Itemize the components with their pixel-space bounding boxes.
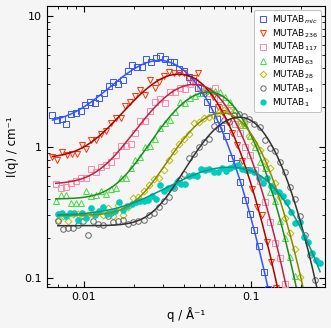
MUTAB$_{117}$ — [218, 97, 222, 101]
MUTAB$_{63}$ — [99, 190, 103, 194]
MUTAB$_{14}$ — [237, 112, 241, 115]
MUTAB$_{63}$ — [54, 199, 58, 203]
Line: MUTAB$_{117}$: MUTAB$_{117}$ — [53, 79, 323, 328]
MUTAB$_{28}$ — [262, 159, 266, 163]
MUTAB$_{14}$ — [126, 222, 130, 226]
MUTAB$_{117}$ — [54, 182, 58, 186]
MUTAB$_{1}$ — [310, 252, 314, 256]
MUTAB$_{28}$ — [222, 108, 226, 112]
MUTAB$_{1}$ — [134, 200, 138, 204]
Line: MUTAB$_{mic}$: MUTAB$_{mic}$ — [50, 53, 323, 328]
MUTAB$_{1}$ — [191, 173, 195, 177]
MUTAB$_{14}$ — [293, 197, 297, 201]
MUTAB$_{236}$ — [260, 213, 264, 217]
Line: MUTAB$_{14}$: MUTAB$_{14}$ — [55, 111, 323, 304]
MUTAB$_{28}$ — [293, 247, 297, 251]
MUTAB$_{63}$ — [218, 90, 222, 94]
MUTAB$_{63}$ — [208, 88, 212, 92]
MUTAB$_{1}$ — [166, 186, 170, 190]
MUTAB$_{mic}$ — [252, 228, 256, 232]
Line: MUTAB$_{28}$: MUTAB$_{28}$ — [55, 108, 322, 328]
X-axis label: q / Å⁻¹: q / Å⁻¹ — [167, 307, 205, 322]
MUTAB$_{63}$ — [154, 137, 158, 141]
MUTAB$_{mic}$ — [112, 80, 116, 84]
MUTAB$_{14}$ — [222, 118, 226, 122]
MUTAB$_{14}$ — [212, 124, 216, 128]
MUTAB$_{28}$ — [56, 218, 60, 222]
MUTAB$_{63}$ — [213, 89, 217, 93]
MUTAB$_{117}$ — [154, 100, 158, 104]
MUTAB$_{236}$ — [167, 70, 171, 74]
Line: MUTAB$_{63}$: MUTAB$_{63}$ — [53, 88, 323, 328]
MUTAB$_{28}$ — [212, 114, 216, 118]
MUTAB$_{236}$ — [55, 158, 59, 162]
MUTAB$_{1}$ — [56, 212, 60, 216]
MUTAB$_{1}$ — [236, 163, 240, 167]
Line: MUTAB$_{236}$: MUTAB$_{236}$ — [50, 70, 323, 328]
MUTAB$_{28}$ — [227, 108, 231, 112]
Y-axis label: I(q) / cm⁻¹: I(q) / cm⁻¹ — [6, 116, 19, 176]
MUTAB$_{1}$ — [117, 200, 121, 204]
MUTAB$_{28}$ — [207, 115, 211, 119]
MUTAB$_{mic}$ — [50, 113, 54, 116]
MUTAB$_{236}$ — [206, 89, 210, 93]
MUTAB$_{mic}$ — [116, 82, 120, 86]
MUTAB$_{236}$ — [221, 111, 225, 115]
MUTAB$_{117}$ — [193, 80, 197, 84]
MUTAB$_{1}$ — [318, 261, 322, 265]
MUTAB$_{14}$ — [207, 137, 211, 141]
MUTAB$_{14}$ — [318, 300, 322, 304]
MUTAB$_{63}$ — [238, 123, 242, 127]
MUTAB$_{mic}$ — [159, 54, 163, 58]
MUTAB$_{236}$ — [50, 155, 54, 159]
MUTAB$_{mic}$ — [234, 161, 238, 165]
MUTAB$_{1}$ — [285, 199, 289, 203]
Legend: MUTAB$_{mic}$, MUTAB$_{236}$, MUTAB$_{117}$, MUTAB$_{63}$, MUTAB$_{28}$, MUTAB$_: MUTAB$_{mic}$, MUTAB$_{236}$, MUTAB$_{11… — [254, 10, 321, 112]
MUTAB$_{14}$ — [262, 138, 266, 142]
MUTAB$_{117}$ — [213, 86, 217, 90]
MUTAB$_{117}$ — [99, 165, 103, 169]
MUTAB$_{63}$ — [198, 91, 202, 94]
MUTAB$_{236}$ — [148, 78, 152, 82]
MUTAB$_{28}$ — [126, 205, 130, 209]
Line: MUTAB$_{1}$: MUTAB$_{1}$ — [55, 163, 323, 265]
MUTAB$_{236}$ — [230, 132, 234, 135]
MUTAB$_{117}$ — [203, 89, 207, 93]
MUTAB$_{14}$ — [56, 219, 60, 223]
MUTAB$_{117}$ — [238, 131, 242, 135]
